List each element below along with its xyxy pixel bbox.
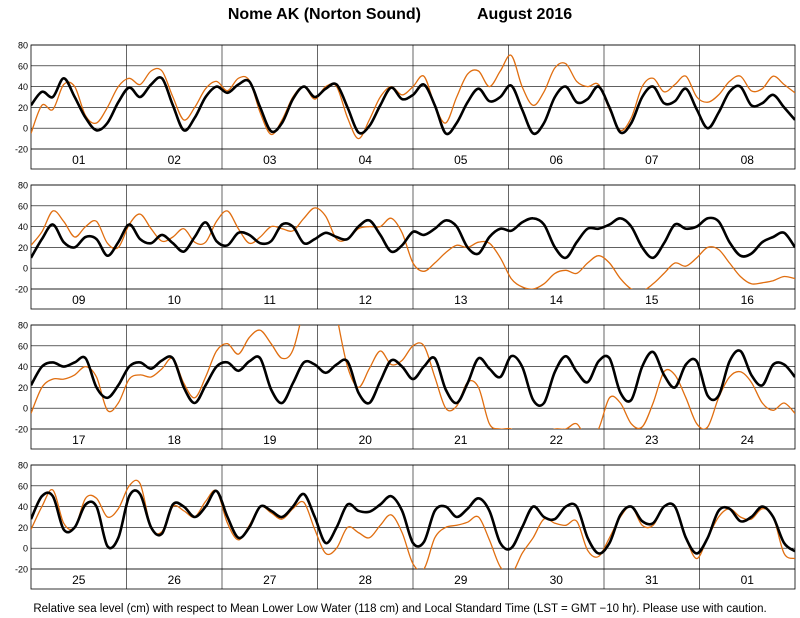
y-tick-label: 80: [18, 181, 28, 191]
chart-title-period: August 2016: [477, 6, 573, 23]
day-label: 07: [645, 153, 659, 167]
day-label: 31: [645, 573, 659, 587]
series-predicted-line: [31, 216, 795, 260]
day-label: 19: [263, 433, 277, 447]
day-label: 25: [72, 573, 86, 587]
y-tick-label: -20: [15, 425, 28, 435]
y-tick-label: 20: [18, 243, 28, 253]
y-tick-label: 40: [18, 222, 28, 232]
y-tick-label: -20: [15, 145, 28, 155]
y-tick-label: -20: [15, 565, 28, 575]
chart-panel-4: -20 0 20 40 60 80 25 26 27 28 29 30 31 01: [15, 461, 796, 590]
y-tick-label: 60: [18, 201, 28, 211]
y-tick-label: 20: [18, 103, 28, 113]
y-tick-label: -20: [15, 285, 28, 295]
day-label: 16: [741, 293, 755, 307]
series-predicted-line: [31, 349, 795, 407]
chart-title-station: Nome AK (Norton Sound): [227, 6, 421, 23]
chart-panel-3: -20 0 20 40 60 80 17 18 19 20 21 22 23 24: [15, 321, 796, 450]
day-label: 04: [359, 153, 373, 167]
y-tick-label: 40: [18, 82, 28, 92]
day-label: 01: [72, 153, 86, 167]
day-label: 18: [168, 433, 182, 447]
day-label: 24: [741, 433, 755, 447]
day-label: 23: [645, 433, 659, 447]
day-label: 30: [550, 573, 564, 587]
day-label: 14: [550, 293, 564, 307]
panel-frame: [30, 324, 796, 450]
day-label: 26: [168, 573, 182, 587]
y-tick-label: 80: [18, 41, 28, 51]
y-tick-label: 0: [23, 544, 28, 554]
y-tick-label: 20: [18, 383, 28, 393]
day-label: 03: [263, 153, 277, 167]
y-tick-label: 80: [18, 461, 28, 471]
day-label: 12: [359, 293, 373, 307]
day-label: 05: [454, 153, 468, 167]
y-tick-label: 60: [18, 61, 28, 71]
day-label: 01: [741, 573, 755, 587]
day-label: 09: [72, 293, 86, 307]
day-label: 29: [454, 573, 468, 587]
y-tick-label: 40: [18, 362, 28, 372]
series-observed-line: [31, 54, 795, 140]
day-label: 21: [454, 433, 468, 447]
day-label: 13: [454, 293, 468, 307]
day-label: 27: [263, 573, 277, 587]
panel-frame: [30, 44, 796, 170]
series-observed-line: [31, 325, 795, 429]
chart-panel-2: -20 0 20 40 60 80 09 10 11 12 13 14 15 16: [15, 181, 796, 310]
series-observed-line: [31, 207, 795, 289]
day-label: 28: [359, 573, 373, 587]
day-label: 17: [72, 433, 86, 447]
chart-title: Nome AK (Norton Sound) August 2016: [0, 6, 800, 24]
y-tick-label: 60: [18, 341, 28, 351]
y-tick-label: 0: [23, 124, 28, 134]
day-label: 22: [550, 433, 564, 447]
day-label: 15: [645, 293, 659, 307]
y-tick-label: 80: [18, 321, 28, 331]
series-predicted-line: [31, 76, 795, 136]
y-tick-label: 60: [18, 481, 28, 491]
day-label: 02: [168, 153, 182, 167]
day-label: 10: [168, 293, 182, 307]
day-label: 20: [359, 433, 373, 447]
chart-panel-1: -20 0 20 40 60 80 01 02 03 04 05 06 07 08: [15, 41, 796, 170]
chart-footnote: Relative sea level (cm) with respect to …: [33, 603, 767, 615]
day-label: 11: [264, 293, 277, 307]
day-label: 06: [550, 153, 564, 167]
y-tick-label: 40: [18, 502, 28, 512]
y-tick-label: 20: [18, 523, 28, 533]
y-tick-label: 0: [23, 264, 28, 274]
panel-frame: [30, 464, 796, 590]
y-tick-label: 0: [23, 404, 28, 414]
series-predicted-line: [31, 489, 795, 555]
day-label: 08: [741, 153, 755, 167]
